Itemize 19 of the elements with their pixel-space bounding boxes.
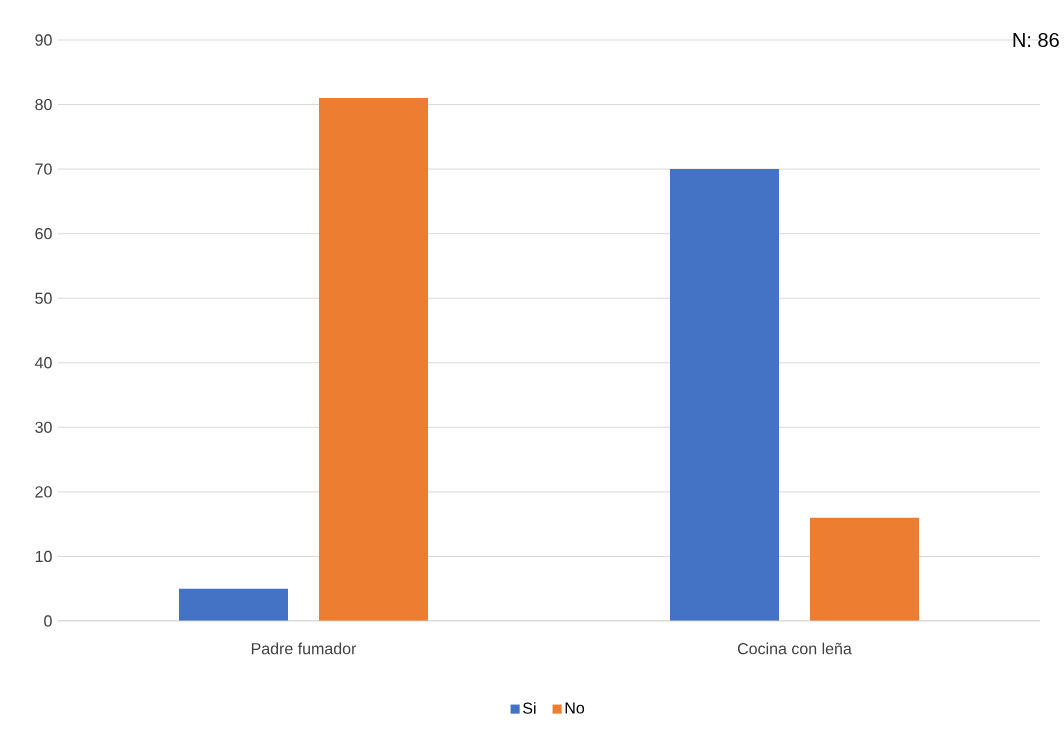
y-tick-label: 20 — [35, 486, 52, 498]
y-tick-label: 50 — [35, 292, 52, 304]
annotation: N: 86 — [1013, 32, 1059, 48]
y-tick-label: 70 — [35, 163, 52, 175]
bar — [670, 169, 779, 621]
x-tick-label: Padre fumador — [251, 642, 357, 655]
y-tick-label: 10 — [35, 550, 52, 563]
y-tick-label: 30 — [35, 421, 52, 433]
bar — [319, 98, 429, 621]
bar — [179, 588, 289, 621]
y-tick-label: 40 — [34, 357, 52, 369]
legend-label: Si — [523, 702, 536, 714]
y-tick-label: 90 — [35, 34, 52, 46]
x-tick-label: Cocina con leña — [737, 642, 852, 655]
legend-label: No — [565, 702, 585, 714]
y-tick-label: 60 — [35, 228, 52, 240]
bar — [810, 517, 919, 621]
y-tick-label: 0 — [44, 615, 52, 627]
y-tick-label: 80 — [35, 98, 52, 111]
